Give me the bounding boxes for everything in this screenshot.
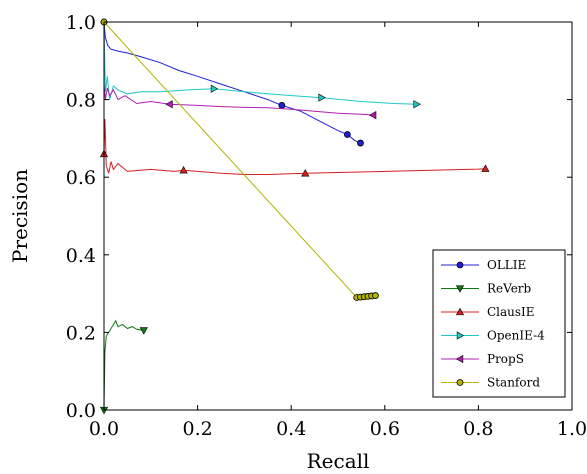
y-tick-label: 0.4: [66, 245, 96, 267]
series-reverb: [99, 319, 148, 415]
series-point-ollie: [343, 131, 351, 138]
series-point-clausie: [301, 169, 310, 177]
legend: OLLIE ReVerb ClausIE OpenIE-4 PropS Stanford: [432, 249, 566, 398]
series-line-reverb: [103, 319, 144, 411]
x-axis-label: Recall: [307, 449, 370, 473]
legend-swatch-marker: [455, 354, 464, 364]
y-tick-label: 1.0: [66, 12, 96, 34]
series-props: [103, 84, 377, 120]
series-point-ollie: [357, 139, 364, 147]
series-point-reverb: [139, 327, 148, 335]
series-clausie: [99, 118, 490, 177]
legend-label: OpenIE-4: [487, 329, 545, 343]
series-line-clausie: [103, 118, 486, 175]
legend-swatch-marker: [456, 261, 464, 269]
series-point-props: [165, 100, 173, 109]
legend-swatch-marker: [456, 331, 465, 340]
legend-swatch-marker: [455, 307, 465, 316]
x-tick-label: 0.4: [276, 418, 306, 440]
series-stanford: [100, 18, 379, 301]
series-ollie: [100, 18, 364, 147]
x-tick-label: 0.6: [370, 418, 400, 440]
series-point-openie-4: [413, 100, 421, 109]
series-point-stanford: [372, 292, 379, 299]
x-tick-label: 0.8: [463, 418, 493, 440]
x-tick-label: 0.0: [89, 418, 119, 440]
legend-entry-props: PropS: [441, 352, 524, 366]
y-axis-label: Precision: [8, 169, 32, 263]
y-tick-label: 0.0: [66, 400, 96, 422]
series-line-openie-4: [103, 21, 417, 105]
plot-series-group: [99, 18, 490, 415]
series-line-stanford: [103, 21, 376, 299]
series-point-clausie: [179, 165, 188, 174]
series-point-props: [368, 111, 377, 120]
legend-entry-ollie: OLLIE: [441, 258, 526, 272]
series-openie-4: [103, 21, 421, 109]
y-tick-label: 0.8: [66, 90, 96, 112]
legend-label: Stanford: [487, 376, 540, 390]
legend-swatch-marker: [456, 379, 464, 386]
legend-entry-openie-4: OpenIE-4: [441, 329, 545, 343]
plot-frame: [103, 21, 573, 411]
legend-entry-clausie: ClausIE: [441, 305, 535, 319]
legend-label: PropS: [487, 352, 524, 366]
axis-ticks: 0.0 0.2 0.4 0.6 0.8 1.0 0.0 0.2 0.4 0.6 0.8 1.0: [66, 12, 587, 440]
series-point-ollie: [278, 102, 286, 109]
legend-label: ReVerb: [487, 282, 532, 296]
x-tick-label: 1.0: [557, 418, 587, 440]
y-tick-label: 0.2: [66, 322, 96, 344]
series-point-clausie: [481, 164, 490, 172]
legend-box: [432, 249, 566, 398]
series-point-openie-4: [210, 84, 219, 93]
series-point-openie-4: [318, 93, 326, 102]
x-tick-label: 0.2: [182, 418, 212, 440]
legend-swatch-marker: [455, 285, 465, 293]
legend-label: OLLIE: [487, 258, 526, 272]
legend-entry-stanford: Stanford: [441, 376, 540, 390]
series-line-props: [103, 84, 374, 116]
legend-entry-reverb: ReVerb: [441, 282, 532, 296]
series-line-ollie: [103, 21, 361, 144]
legend-label: ClausIE: [487, 305, 535, 319]
y-tick-label: 0.6: [66, 167, 96, 189]
